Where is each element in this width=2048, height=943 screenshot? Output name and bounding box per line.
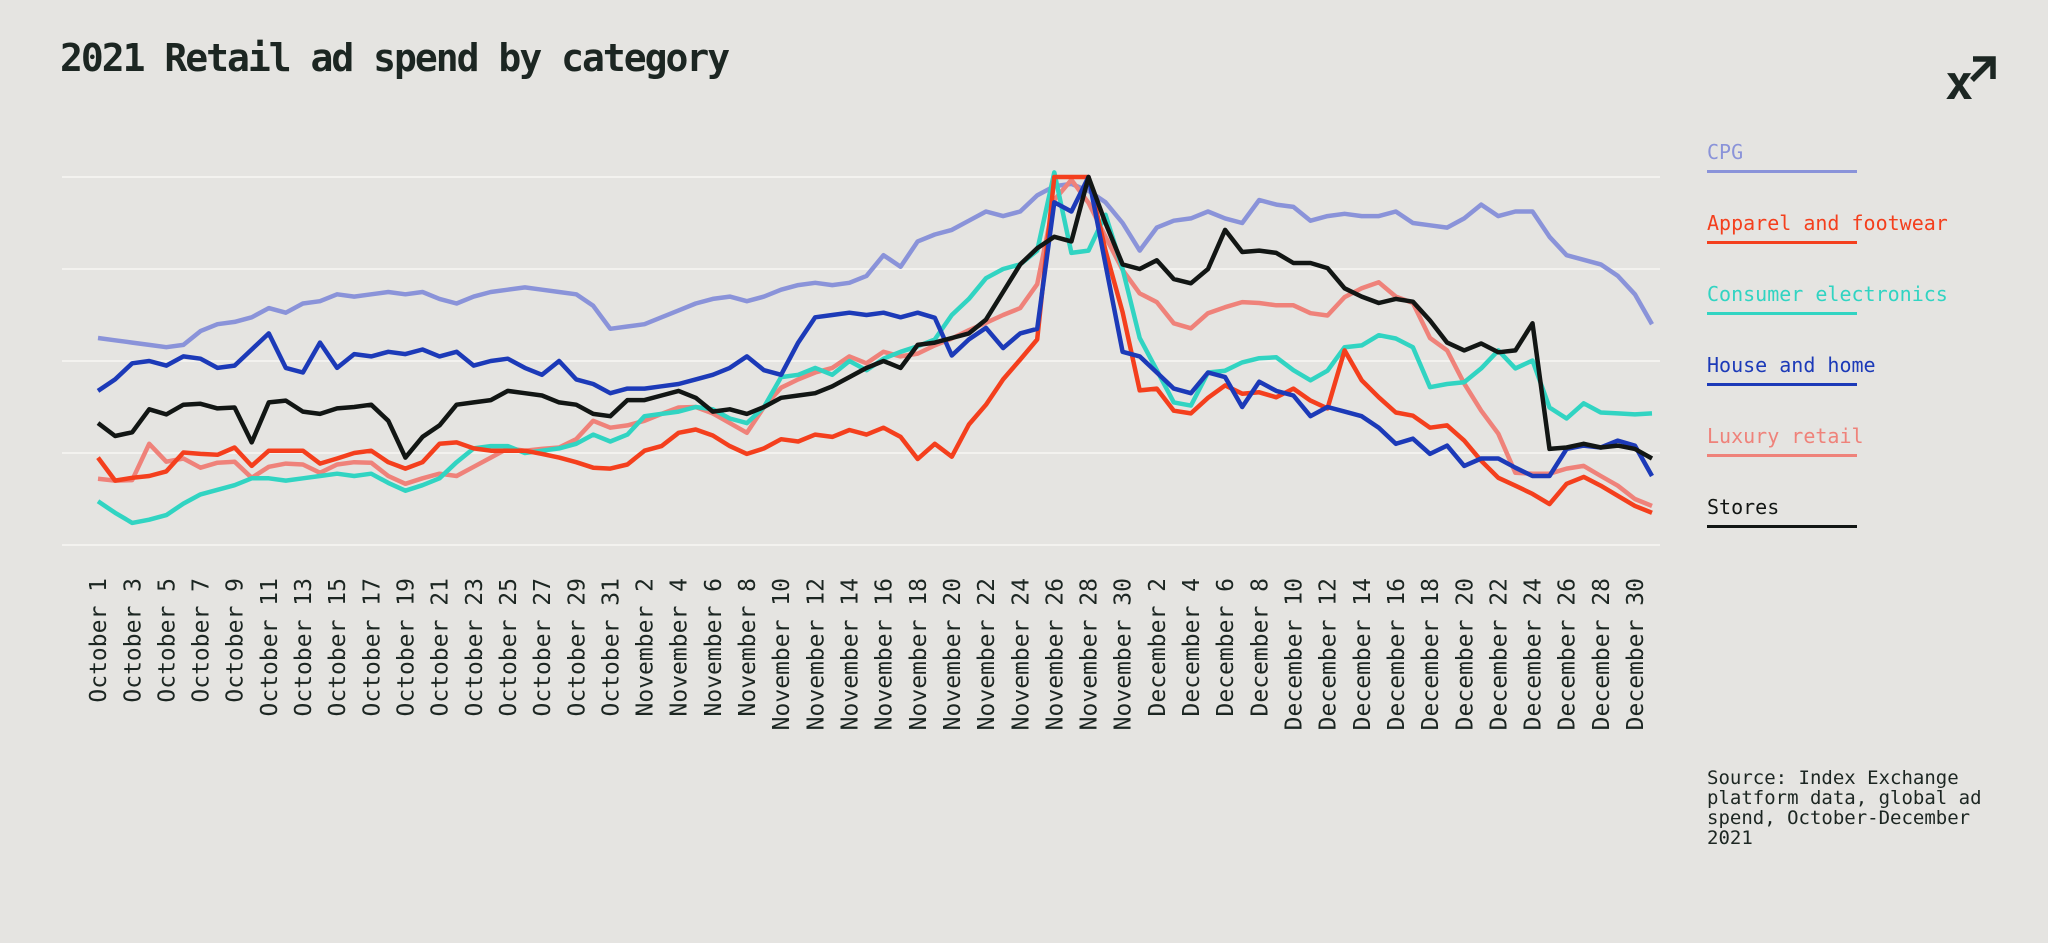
x-axis-label: December 10 [1281,578,1307,730]
x-axis-label: October 11 [257,578,283,716]
legend-item-stores: Stores [1707,495,2007,528]
logo-x-glyph: x [1945,56,1973,104]
x-axis-label: December 26 [1555,578,1581,730]
x-axis-label: November 8 [735,578,761,716]
legend-label: Consumer electronics [1707,282,1948,306]
x-axis-label: November 24 [1008,578,1034,730]
source-note: Source: Index Exchange platform data, gl… [1707,767,1982,849]
legend-label: Apparel and footwear [1707,211,1948,235]
legend-item-cpg: CPG [1707,140,2007,173]
x-axis-label: December 16 [1384,578,1410,730]
x-axis-label: October 13 [291,578,317,716]
legend-color-underline [1707,525,1857,528]
series-line-cpg [97,181,1654,350]
x-axis-label: November 28 [1077,578,1103,730]
x-axis-label: October 31 [598,578,624,716]
x-axis-label: October 5 [154,578,180,703]
x-axis-label: October 19 [393,578,419,716]
x-axis-label: October 27 [530,578,556,716]
x-axis-label: October 21 [428,578,454,716]
legend-label: House and home [1707,353,1876,377]
side-panel: CPG Apparel and footwear Consumer electr… [1700,0,2048,943]
series-line-stores [96,174,1654,461]
x-axis-label: November 4 [667,578,693,716]
x-axis-label: November 2 [633,578,659,716]
x-axis-label: November 22 [974,578,1000,730]
x-axis-label: November 12 [803,578,829,730]
x-axis-label: December 22 [1486,578,1512,730]
x-axis-label: October 25 [496,578,522,716]
legend-item-apparel-and-footwear: Apparel and footwear [1707,211,2007,244]
x-axis-label: November 16 [872,578,898,730]
line-chart: October 1 October 3 October 5 October 7 Octo… [62,170,1660,730]
x-axis-label: November 6 [701,578,727,716]
x-axis-label: October 17 [359,578,385,716]
legend-color-underline [1707,170,1857,173]
x-axis-label: December 14 [1350,578,1376,730]
x-axis-label: December 30 [1623,578,1649,730]
series-line-house-and-home [96,174,1654,479]
legend-label: CPG [1707,140,1744,164]
legend-item-house-and-home: House and home [1707,353,2007,386]
legend-color-underline [1707,383,1857,386]
gridlines [62,176,1660,546]
legend-color-underline [1707,454,1857,457]
series-line-apparel-and-footwear [96,174,1653,515]
x-axis-label: October 29 [564,578,590,716]
series-lines [96,170,1654,526]
x-axis-label: November 30 [1111,578,1137,730]
legend: CPG Apparel and footwear Consumer electr… [1707,140,2007,566]
legend-color-underline [1707,312,1857,315]
x-axis-label: December 6 [1213,578,1239,716]
x-axis-label: December 8 [1247,578,1273,716]
x-axis-label: October 15 [325,578,351,716]
x-axis-label: December 2 [1145,578,1171,716]
page-title: 2021 Retail ad spend by category [60,36,730,80]
series-line-luxury-retail [97,177,1653,508]
x-axis-label: December 18 [1418,578,1444,730]
x-axis-label: November 18 [906,578,932,730]
x-axis-label: October 1 [86,578,112,703]
x-axis-label: December 20 [1452,578,1478,730]
legend-label: Stores [1707,495,1780,519]
x-axis-label: December 4 [1179,578,1205,716]
legend-item-luxury-retail: Luxury retail [1707,424,2007,457]
north-east-arrow-icon [1970,56,1996,82]
legend-color-underline [1707,241,1857,244]
x-axis-label: October 7 [189,578,215,703]
x-axis-label: October 3 [120,578,146,703]
x-axis-labels: October 1 October 3 October 5 October 7 Octo… [86,578,1649,730]
legend-item-consumer-electronics: Consumer electronics [1707,282,2007,315]
x-axis-label: December 12 [1316,578,1342,730]
x-axis-label: October 23 [462,578,488,716]
x-axis-label: November 26 [1042,578,1068,730]
x-axis-label: November 10 [769,578,795,730]
x-axis-label: December 28 [1589,578,1615,730]
index-exchange-logo[interactable]: x [1944,50,1998,104]
x-axis-label: December 24 [1521,578,1547,730]
legend-label: Luxury retail [1707,424,1864,448]
x-axis-label: October 9 [223,578,249,703]
x-axis-label: November 20 [940,578,966,730]
x-axis-label: November 14 [837,578,863,730]
